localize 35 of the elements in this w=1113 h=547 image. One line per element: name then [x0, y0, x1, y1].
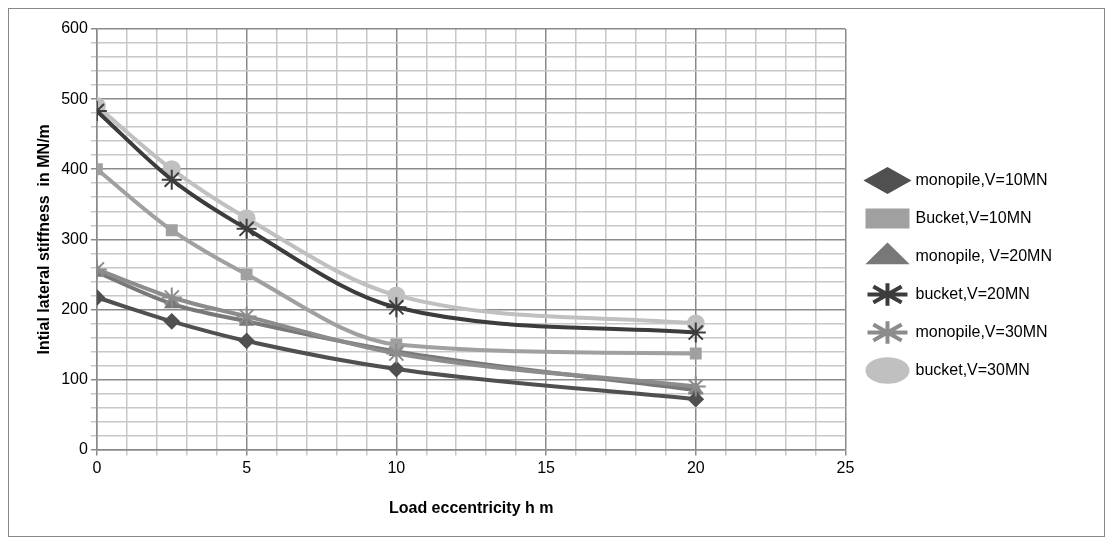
x-tick-label: 5	[242, 458, 252, 476]
y-tick-label: 100	[61, 369, 88, 387]
x-tick-label: 10	[387, 458, 406, 476]
x-axis-title: Load eccentricity h m	[388, 498, 554, 516]
y-tick-label: 600	[61, 19, 88, 37]
point	[385, 296, 408, 319]
point	[165, 224, 178, 237]
x-tick-label: 20	[686, 458, 705, 476]
y-tick-label: 300	[61, 229, 88, 247]
point	[388, 360, 405, 377]
point	[687, 391, 704, 408]
legend-label: bucket,V=20MN	[915, 284, 1030, 302]
point	[689, 347, 702, 360]
y-tick-label: 0	[78, 440, 88, 458]
legend-label: Bucket,V=10MN	[915, 208, 1032, 226]
point	[240, 268, 253, 281]
legend-label: monopile, V=20MN	[915, 246, 1052, 264]
legend-label: monopile,V=30MN	[915, 322, 1048, 340]
point	[160, 168, 183, 191]
legend-label: monopile,V=10MN	[915, 170, 1048, 188]
y-tick-label: 500	[61, 89, 88, 107]
legend-label: bucket,V=30MN	[915, 360, 1030, 378]
point	[238, 332, 255, 349]
point	[163, 313, 180, 330]
x-tick-label: 25	[836, 458, 855, 476]
point	[684, 321, 707, 344]
point	[235, 305, 258, 328]
point	[235, 217, 258, 240]
point	[385, 342, 408, 365]
point	[160, 286, 183, 309]
x-tick-label: 15	[537, 458, 556, 476]
x-tick-label: 0	[92, 458, 102, 476]
y-axis-title: Intial lateral stiffness in MN/m	[35, 124, 53, 355]
y-tick-label: 200	[61, 299, 88, 317]
y-tick-label: 400	[61, 159, 88, 177]
